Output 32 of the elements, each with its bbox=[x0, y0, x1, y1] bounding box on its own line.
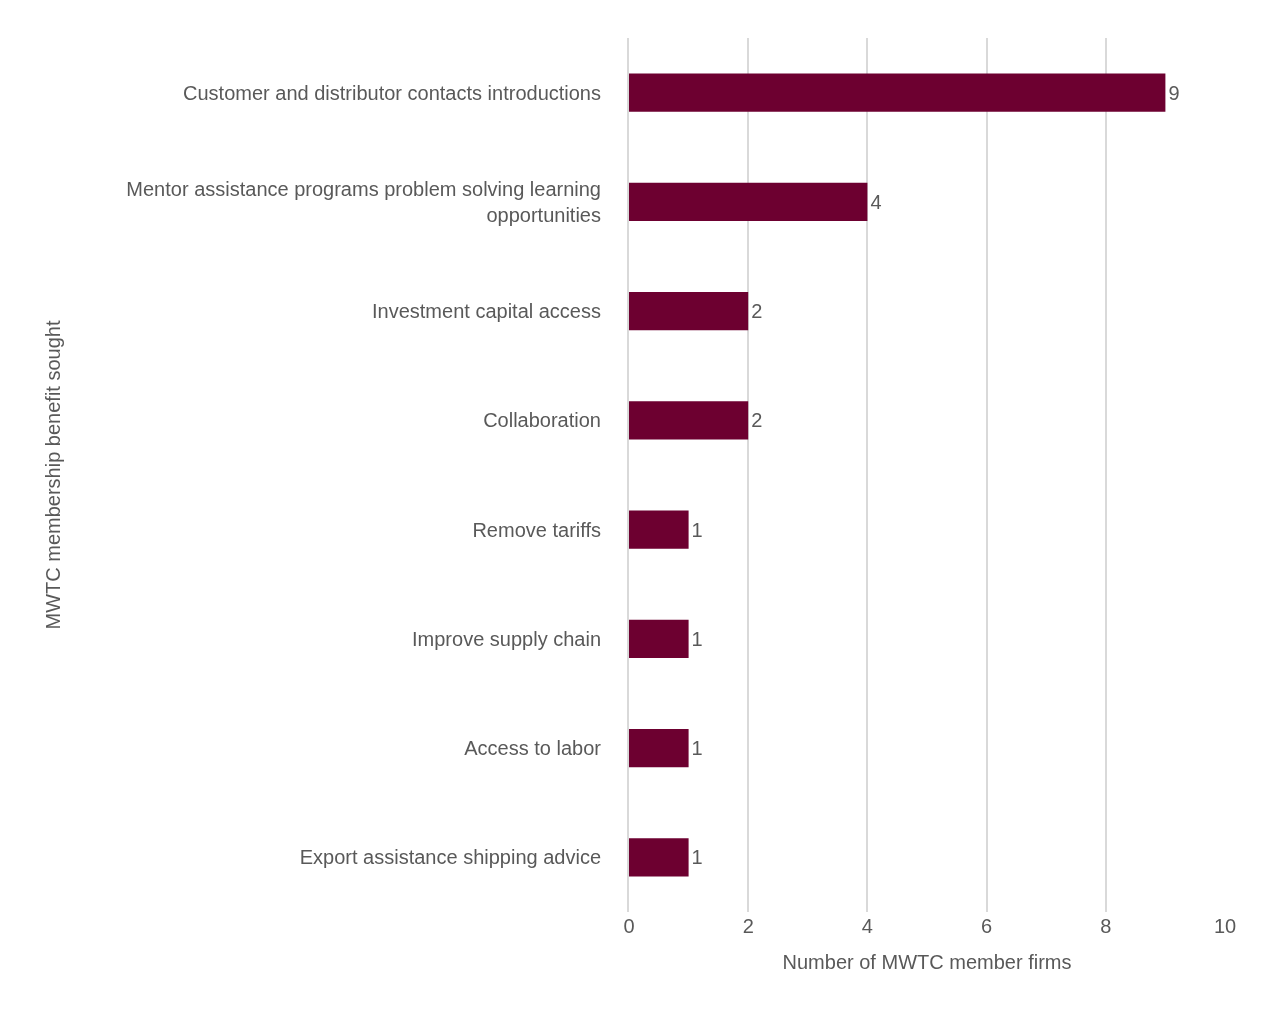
x-tick-label: 6 bbox=[981, 915, 993, 937]
bar bbox=[629, 510, 689, 549]
y-tick-label: Export assistance shipping advice bbox=[299, 846, 601, 869]
y-tick-label: Collaboration bbox=[483, 409, 601, 432]
data-label: 2 bbox=[751, 300, 763, 323]
data-label: 1 bbox=[691, 627, 703, 650]
bar bbox=[629, 182, 868, 221]
x-tick-label: 10 bbox=[1213, 915, 1237, 937]
bar bbox=[629, 292, 749, 331]
data-label: 4 bbox=[870, 190, 882, 213]
y-axis-title: MWTC membership benefit sought bbox=[42, 320, 64, 630]
y-tick-label: Access to labor bbox=[464, 737, 602, 760]
x-tick-label: 8 bbox=[1100, 915, 1112, 937]
y-tick-label: Mentor assistance programs problem solving learning opportunities bbox=[126, 177, 601, 226]
y-tick-label: Remove tariffs bbox=[472, 518, 601, 541]
x-axis-title: Number of MWTC member firms bbox=[782, 950, 1072, 973]
x-tick-label: 0 bbox=[623, 915, 635, 937]
y-tick-label: Customer and distributor contacts introductions bbox=[183, 81, 601, 104]
bar bbox=[629, 619, 689, 658]
data-label: 1 bbox=[691, 846, 703, 869]
bar bbox=[629, 401, 749, 440]
bar bbox=[629, 729, 689, 768]
y-tick-label: Investment capital access bbox=[372, 300, 601, 323]
data-label: 9 bbox=[1168, 81, 1180, 104]
bar bbox=[629, 838, 689, 877]
data-label: 1 bbox=[691, 737, 703, 760]
bar bbox=[629, 73, 1166, 112]
x-tick-label: 4 bbox=[861, 915, 873, 937]
y-tick-label: Improve supply chain bbox=[412, 627, 601, 650]
data-label: 1 bbox=[691, 518, 703, 541]
data-label: 2 bbox=[751, 409, 763, 432]
x-tick-label: 2 bbox=[742, 915, 754, 937]
